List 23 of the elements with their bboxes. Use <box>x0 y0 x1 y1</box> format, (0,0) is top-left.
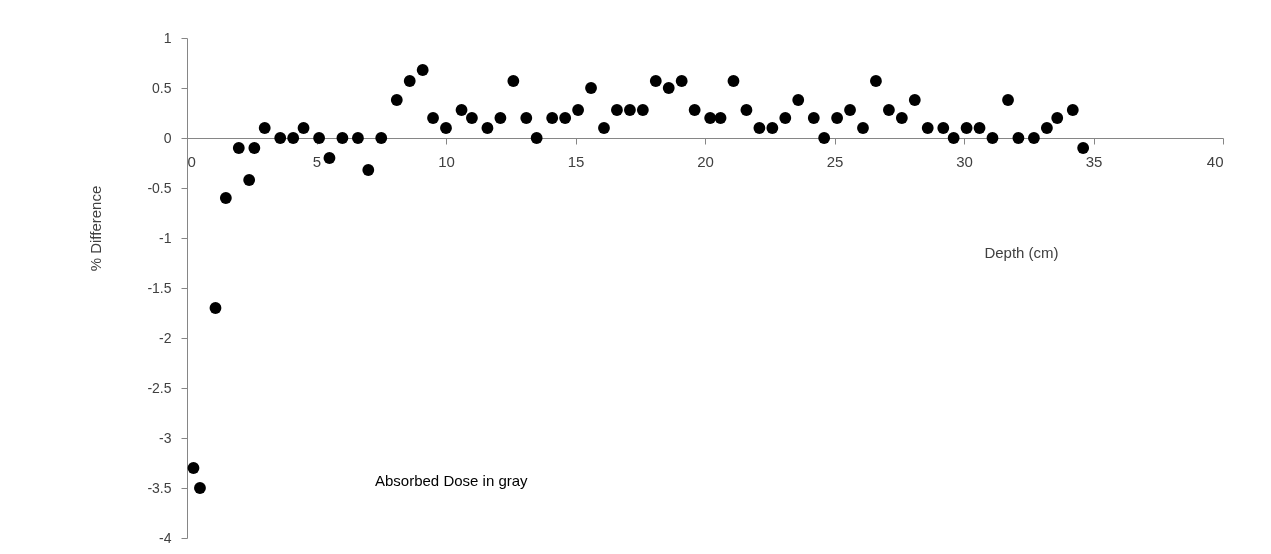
x-tick-label: 5 <box>312 152 322 170</box>
x-tick-label: 20 <box>697 152 714 170</box>
y-axis-title: % Difference <box>86 185 104 272</box>
x-tick-label: 15 <box>567 152 585 170</box>
y-tick-label: -0.5 <box>147 179 172 196</box>
y-tick-label: -2.5 <box>147 379 172 396</box>
y-tick-label: -4 <box>159 529 172 546</box>
x-tick-label: 35 <box>1085 152 1103 170</box>
y-tick-label: -1 <box>159 229 172 246</box>
y-tick-label: -3 <box>159 429 172 446</box>
y-tick-label: 1 <box>163 29 172 46</box>
y-tick-label: -2 <box>159 329 172 346</box>
x-axis-title: Depth (cm) <box>984 243 1059 261</box>
x-tick-label: 10 <box>438 152 455 170</box>
x-tick-label: 25 <box>826 152 844 170</box>
y-tick-label: -1.5 <box>147 279 172 296</box>
x-tick-label: 0 <box>187 152 196 170</box>
x-tick-label: 40 <box>1206 152 1224 170</box>
annotation: Absorbed Dose in gray <box>375 472 529 489</box>
x-tick-label: 30 <box>956 152 973 170</box>
y-tick-label: 0.5 <box>152 79 172 96</box>
y-tick-label: -3.5 <box>147 479 172 496</box>
y-tick-label: 0 <box>163 129 172 146</box>
